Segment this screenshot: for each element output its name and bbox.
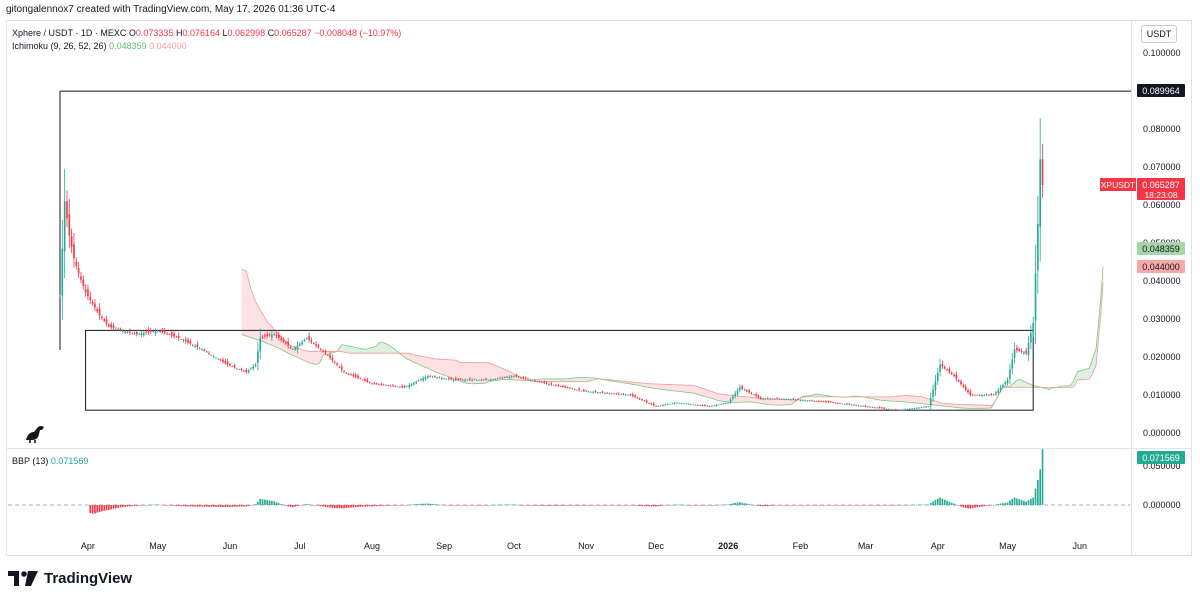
- ichimoku-value-b: 0.044000: [149, 41, 187, 51]
- bbp-legend: BBP (13) 0.071569: [12, 456, 88, 466]
- currency-button[interactable]: USDT: [1141, 25, 1177, 43]
- bbp-value: 0.071569: [50, 456, 89, 466]
- legend-symbol: Xphere / USDT · 1D · MEXC: [12, 28, 127, 38]
- tradingview-wordmark: TradingView: [44, 570, 133, 587]
- main-legend: Xphere / USDT · 1D · MEXC O0.073335 H0.0…: [12, 28, 402, 38]
- tradingview-logo[interactable]: TradingView: [8, 570, 132, 587]
- legend-low: 0.062998: [227, 28, 266, 38]
- ichimoku-value-a: 0.048359: [109, 41, 147, 51]
- chart-frame: [6, 20, 1192, 556]
- price-axis-divider: [1131, 21, 1132, 555]
- tradingview-logo-icon: [8, 571, 38, 586]
- ichimoku-legend: Ichimoku (9, 26, 52, 26) 0.048359 0.0440…: [12, 41, 187, 51]
- legend-close: 0.065287: [274, 28, 312, 38]
- pane-divider[interactable]: [7, 448, 1191, 449]
- chart-credit: gitongalennox7 created with TradingView.…: [6, 4, 336, 15]
- legend-high: 0.076164: [182, 28, 221, 38]
- legend-open: 0.073335: [135, 28, 174, 38]
- bbp-label: BBP (13): [12, 456, 49, 466]
- legend-change: −0.008048 (−10.97%): [314, 28, 402, 38]
- ichimoku-label: Ichimoku (9, 26, 52, 26): [12, 41, 107, 51]
